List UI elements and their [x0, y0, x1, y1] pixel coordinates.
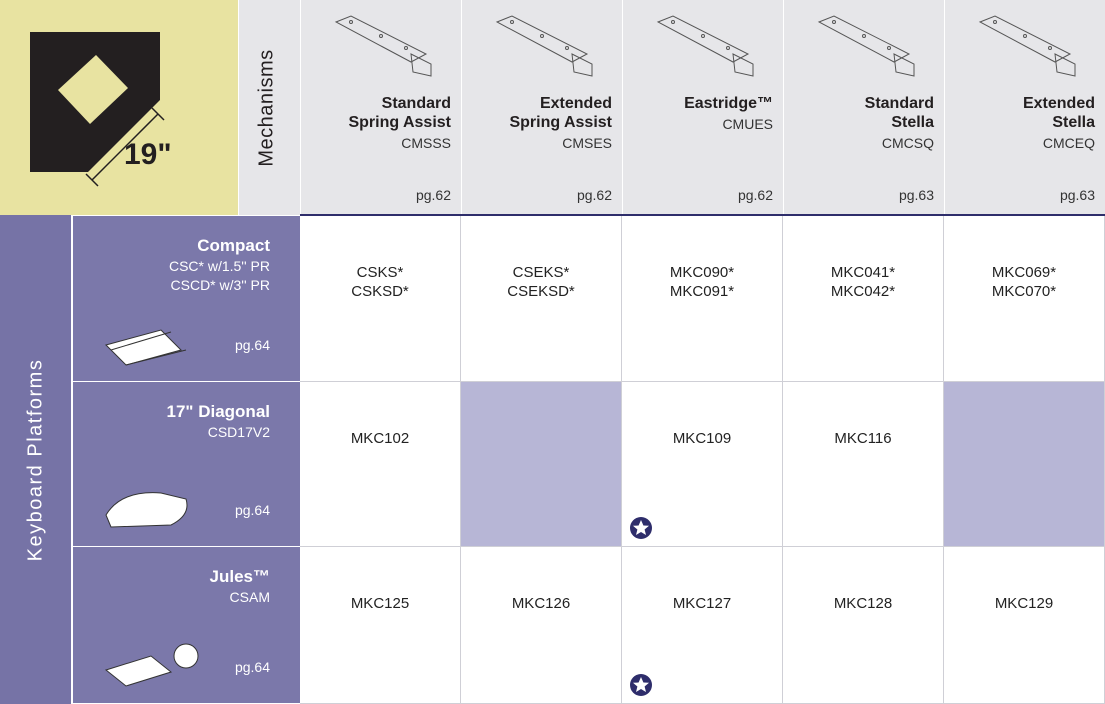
model-code: MKC091* [669, 283, 735, 300]
model-code: CSKSD* [351, 283, 409, 300]
size-label: 19" [124, 138, 172, 171]
compat-cell: MKC041* MKC042* [783, 216, 944, 382]
mechanism-code: CMCEQ [1042, 135, 1095, 151]
mechanism-page: pg.63 [1059, 187, 1095, 203]
divider [300, 214, 1105, 216]
mechanism-name: Extended [539, 95, 612, 112]
compat-cell: CSKS* CSKSD* [300, 216, 461, 382]
mechanism-name: Stella [891, 114, 934, 131]
mechanism-image [817, 15, 915, 77]
compat-cell [461, 382, 622, 547]
mechanism-code: CMUES [722, 116, 773, 132]
platform-header: Jules™ CSAM pg.64 [73, 547, 300, 704]
compat-cell: MKC090* MKC091* [622, 216, 783, 382]
platform-image [105, 492, 188, 528]
platform-name: 17" Diagonal [166, 402, 270, 421]
mechanism-image [978, 15, 1076, 77]
platform-image [104, 643, 199, 687]
compat-cell: MKC128 [783, 547, 944, 704]
platform-image [105, 329, 187, 366]
model-code: MKC102 [350, 430, 410, 447]
mechanism-name: Stella [1052, 114, 1095, 131]
compat-cell: MKC116 [783, 382, 944, 547]
compat-cell: MKC109 [622, 382, 783, 547]
platform-detail: CSC* w/1.5'' PR [168, 258, 270, 274]
size-icon [30, 32, 165, 187]
mechanisms-header: Mechanisms [238, 0, 300, 215]
mechanism-page: pg.62 [737, 187, 773, 203]
model-code: CSEKS* [512, 264, 570, 281]
mechanism-page: pg.62 [576, 187, 612, 203]
platform-page: pg.64 [234, 502, 270, 518]
model-code: MKC116 [834, 430, 892, 447]
mechanism-header: Standard Stella CMCSQ pg.63 [783, 0, 944, 214]
mechanism-name: Standard [864, 95, 934, 112]
mechanism-header: Extended Spring Assist CMSES pg.62 [461, 0, 622, 214]
mechanism-header: Standard Spring Assist CMSSS pg.62 [300, 0, 461, 214]
mechanism-name: Extended [1022, 95, 1095, 112]
row-group-label: Keyboard Platforms [24, 358, 47, 562]
platform-name: Compact [197, 236, 270, 255]
model-code: MKC069* [991, 264, 1057, 281]
platform-page: pg.64 [234, 659, 270, 675]
mechanism-code: CMSSS [401, 135, 451, 151]
compat-cell: MKC129 [944, 547, 1105, 704]
mechanism-code: CMSES [562, 135, 612, 151]
compat-cell: MKC125 [300, 547, 461, 704]
compat-cell [944, 382, 1105, 547]
mechanism-image [495, 15, 593, 77]
platform-name: Jules™ [209, 567, 270, 586]
model-code: MKC042* [830, 283, 896, 300]
model-code: MKC127 [672, 595, 732, 612]
row-group: Keyboard Platforms [0, 215, 72, 704]
model-code: CSKS* [356, 264, 404, 281]
model-code: MKC129 [994, 595, 1054, 612]
compat-cell: MKC127 [622, 547, 783, 704]
platform-detail: CSD17V2 [207, 424, 270, 440]
mechanism-name: Spring Assist [348, 114, 451, 131]
model-code: MKC070* [991, 283, 1057, 300]
mechanism-name: Spring Assist [509, 114, 612, 131]
model-code: MKC109 [672, 430, 732, 447]
platform-page: pg.64 [234, 337, 270, 353]
mechanism-name: Eastridge™ [684, 95, 773, 112]
platform-header: 17" Diagonal CSD17V2 pg.64 [73, 382, 300, 547]
mechanism-page: pg.62 [415, 187, 451, 203]
compat-cell: MKC102 [300, 382, 461, 547]
mechanism-image [334, 15, 432, 77]
compat-cell: MKC069* MKC070* [944, 216, 1105, 382]
mechanism-name: Standard [381, 95, 451, 112]
featured-icon [630, 517, 652, 539]
mechanisms-label: Mechanisms [255, 49, 278, 167]
model-code: CSEKSD* [507, 283, 575, 300]
mechanism-code: CMCSQ [881, 135, 934, 151]
mechanism-image [656, 15, 754, 77]
mechanism-page: pg.63 [898, 187, 934, 203]
model-code: MKC125 [350, 595, 410, 612]
compat-cell: CSEKS* CSEKSD* [461, 216, 622, 382]
platform-detail: CSCD* w/3'' PR [170, 277, 270, 293]
platform-detail: CSAM [229, 589, 270, 605]
featured-icon [630, 674, 652, 696]
model-code: MKC128 [833, 595, 893, 612]
size-badge: 19" [0, 0, 238, 215]
model-code: MKC090* [669, 264, 735, 281]
compat-cell: MKC126 [461, 547, 622, 704]
model-code: MKC126 [511, 595, 571, 612]
mechanism-header: Eastridge™ CMUES pg.62 [622, 0, 783, 214]
mechanism-header: Extended Stella CMCEQ pg.63 [944, 0, 1105, 214]
model-code: MKC041* [830, 264, 896, 281]
platform-header: Compact CSC* w/1.5'' PR CSCD* w/3'' PR pg.6… [73, 216, 300, 382]
